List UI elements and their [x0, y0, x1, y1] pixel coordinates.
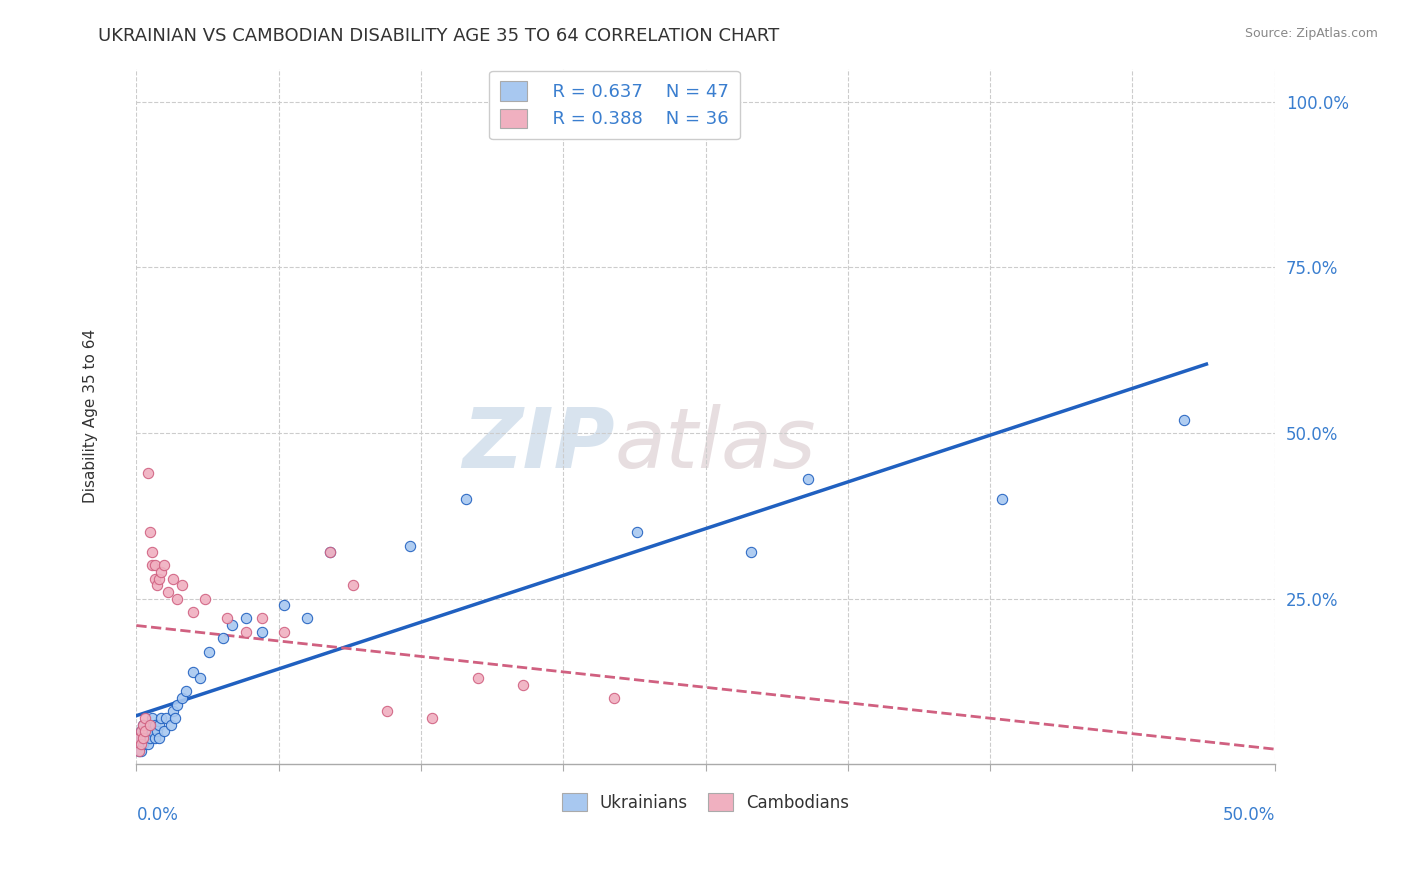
Point	[235, 611, 257, 625]
Point	[150, 565, 173, 579]
Point	[740, 545, 762, 559]
Point	[132, 738, 155, 752]
Point	[162, 704, 184, 718]
Point	[128, 744, 150, 758]
Point	[129, 731, 152, 745]
Point	[129, 744, 152, 758]
Point	[141, 558, 163, 573]
Point	[170, 691, 193, 706]
Point	[136, 466, 159, 480]
Point	[128, 731, 150, 745]
Point	[273, 599, 295, 613]
Point	[129, 738, 152, 752]
Point	[235, 624, 257, 639]
Point	[136, 724, 159, 739]
Point	[467, 671, 489, 685]
Point	[134, 711, 156, 725]
Point	[139, 717, 162, 731]
Point	[990, 492, 1012, 507]
Text: Source: ZipAtlas.com: Source: ZipAtlas.com	[1244, 27, 1378, 40]
Point	[456, 492, 478, 507]
Point	[129, 724, 152, 739]
Point	[273, 624, 295, 639]
Point	[139, 525, 162, 540]
Point	[152, 558, 174, 573]
Text: 50.0%: 50.0%	[1222, 806, 1275, 824]
Point	[166, 698, 188, 712]
Point	[132, 717, 155, 731]
Point	[146, 724, 169, 739]
Text: Disability Age 35 to 64: Disability Age 35 to 64	[83, 329, 98, 503]
Point	[132, 717, 155, 731]
Point	[1173, 413, 1195, 427]
Point	[143, 572, 166, 586]
Point	[250, 611, 273, 625]
Point	[157, 585, 180, 599]
Point	[797, 472, 820, 486]
Point	[143, 731, 166, 745]
Point	[342, 578, 364, 592]
Point	[181, 605, 204, 619]
Point	[212, 632, 235, 646]
Point	[139, 731, 162, 745]
Legend: Ukrainians, Cambodians: Ukrainians, Cambodians	[555, 787, 856, 819]
Point	[148, 572, 170, 586]
Point	[194, 591, 217, 606]
Point	[141, 545, 163, 559]
Point	[141, 711, 163, 725]
Point	[159, 717, 181, 731]
Point	[152, 724, 174, 739]
Point	[250, 624, 273, 639]
Point	[198, 645, 221, 659]
Text: atlas: atlas	[614, 404, 815, 484]
Point	[146, 578, 169, 592]
Point	[319, 545, 342, 559]
Point	[148, 731, 170, 745]
Point	[128, 738, 150, 752]
Point	[143, 558, 166, 573]
Point	[148, 717, 170, 731]
Point	[295, 611, 318, 625]
Point	[165, 711, 187, 725]
Point	[150, 711, 173, 725]
Text: UKRAINIAN VS CAMBODIAN DISABILITY AGE 35 TO 64 CORRELATION CHART: UKRAINIAN VS CAMBODIAN DISABILITY AGE 35…	[98, 27, 780, 45]
Point	[136, 738, 159, 752]
Point	[155, 711, 177, 725]
Point	[422, 711, 444, 725]
Point	[176, 684, 198, 698]
Point	[143, 717, 166, 731]
Point	[132, 731, 155, 745]
Point	[134, 724, 156, 739]
Point	[221, 618, 243, 632]
Point	[128, 744, 150, 758]
Point	[139, 717, 162, 731]
Point	[181, 665, 204, 679]
Point	[162, 572, 184, 586]
Point	[141, 724, 163, 739]
Text: 0.0%: 0.0%	[136, 806, 179, 824]
Point	[603, 691, 626, 706]
Point	[134, 724, 156, 739]
Point	[132, 731, 155, 745]
Text: ZIP: ZIP	[461, 404, 614, 484]
Point	[134, 731, 156, 745]
Point	[129, 724, 152, 739]
Point	[217, 611, 239, 625]
Point	[170, 578, 193, 592]
Point	[512, 678, 534, 692]
Point	[398, 539, 420, 553]
Point	[626, 525, 648, 540]
Point	[166, 591, 188, 606]
Point	[375, 704, 398, 718]
Point	[319, 545, 342, 559]
Point	[188, 671, 211, 685]
